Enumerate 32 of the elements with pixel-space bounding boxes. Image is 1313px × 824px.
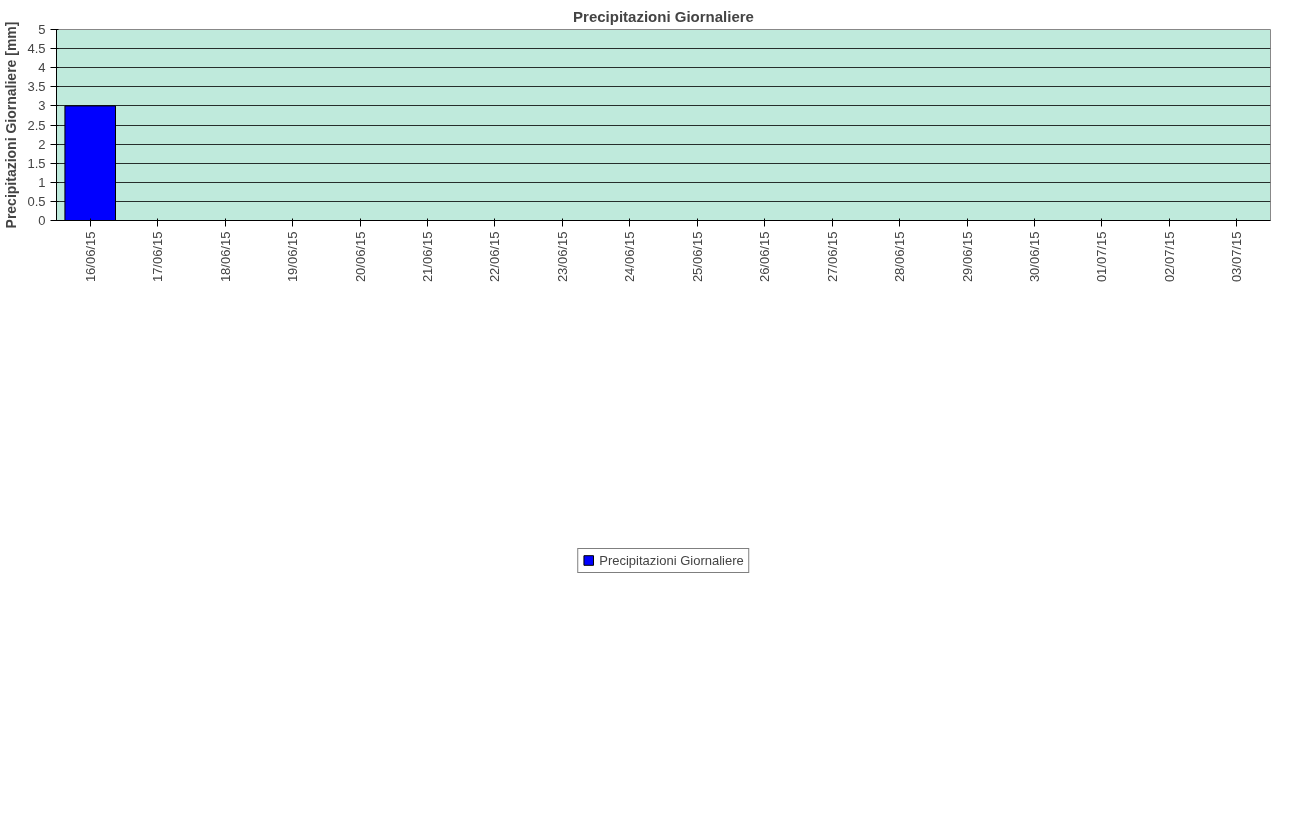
x-tick-label: 03/07/15 — [1229, 231, 1245, 283]
y-tick-label: 5 — [38, 22, 46, 37]
x-tick-label: 26/06/15 — [757, 231, 773, 283]
x-tick-label: 01/07/15 — [1094, 231, 1110, 283]
x-tick-label: 24/06/15 — [622, 231, 638, 283]
x-tick-label: 21/06/15 — [419, 231, 435, 283]
x-tick-label: 17/06/15 — [150, 231, 166, 283]
y-tick-label: 1.5 — [27, 155, 46, 171]
x-tick-label: 29/06/15 — [959, 231, 975, 283]
x-tick-label: 23/06/15 — [554, 231, 570, 283]
y-tick-label: 0 — [38, 213, 46, 228]
chart-title: Precipitazioni Giornaliere — [573, 7, 754, 25]
x-tick-label: 19/06/15 — [285, 231, 301, 283]
x-tick-label: 22/06/15 — [487, 231, 503, 283]
x-tick-label: 25/06/15 — [689, 231, 705, 283]
x-tick-label: 28/06/15 — [892, 231, 908, 283]
y-tick-label: 1 — [38, 174, 46, 190]
y-tick-label: 3.5 — [27, 79, 46, 95]
x-tick-label: 18/06/15 — [217, 231, 233, 283]
legend-label: Precipitazioni Giornaliere — [599, 552, 744, 568]
y-tick-label: 0.5 — [27, 193, 46, 209]
y-axis-title: Precipitazioni Giornaliere [mm] — [3, 21, 20, 229]
y-tick-label: 2 — [38, 136, 46, 152]
y-tick-label: 4 — [38, 60, 46, 76]
x-tick-label: 30/06/15 — [1026, 231, 1042, 283]
x-tick-label: 02/07/15 — [1161, 231, 1177, 283]
y-tick-label: 3 — [38, 98, 46, 114]
x-tick-label: 16/06/15 — [82, 231, 98, 283]
y-tick-label: 4.5 — [27, 41, 46, 57]
x-tick-label: 27/06/15 — [824, 231, 840, 283]
x-tick-label: 20/06/15 — [352, 231, 368, 283]
y-tick-label: 2.5 — [27, 117, 46, 133]
